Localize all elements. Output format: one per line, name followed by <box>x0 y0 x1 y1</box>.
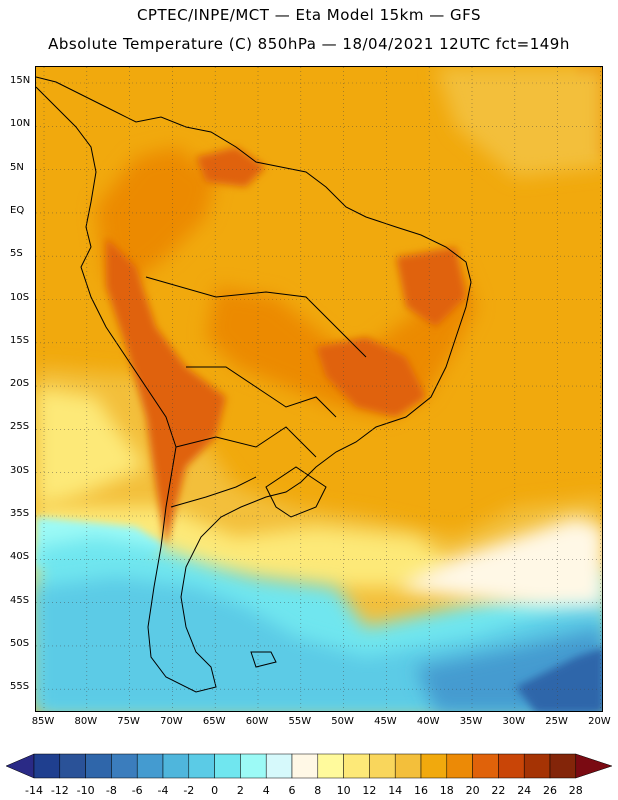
field-orange-nw <box>96 147 216 287</box>
colorbar-swatch <box>549 753 577 779</box>
colorbar-tick-label: 28 <box>568 784 583 797</box>
colorbar-swatch <box>498 753 525 779</box>
colorbar-tick-label: 8 <box>314 784 322 797</box>
lon-label: 85W <box>31 716 55 727</box>
colorbar-tick-label: 20 <box>465 784 480 797</box>
lon-label: 35W <box>459 716 483 727</box>
colorbar-tick-label: -12 <box>50 784 69 797</box>
colorbar-tick-label: 12 <box>362 784 377 797</box>
colorbar-swatch <box>59 753 86 779</box>
colorbar-tick-label: 4 <box>262 784 270 797</box>
colorbar-swatch <box>162 753 190 779</box>
border-north <box>145 276 367 358</box>
field-andes-dark <box>106 237 226 547</box>
lat-label: 50S <box>10 637 30 649</box>
field-southeast-hot <box>316 337 426 417</box>
colorbar-tick-label: 0 <box>211 784 219 797</box>
lat-label: 10S <box>10 291 30 303</box>
colorbar-tick-label: 22 <box>491 784 506 797</box>
colorbar-tick-label: -14 <box>25 784 43 797</box>
colorbar-swatch <box>523 753 551 779</box>
colorbar-tick-label: -10 <box>76 784 95 797</box>
map-title-line1: CPTEC/INPE/MCT — Eta Model 15km — GFS <box>136 6 482 24</box>
lat-label: 10N <box>10 118 31 130</box>
lon-label: 60W <box>245 716 269 727</box>
colorbar-swatch <box>188 753 215 779</box>
colorbar-swatch <box>369 753 396 779</box>
lat-label: 55S <box>10 681 30 693</box>
colorbar-swatch <box>291 753 319 779</box>
lon-label: 25W <box>545 716 568 727</box>
colorbar-swatch <box>111 753 138 779</box>
colorbar-swatch <box>265 753 293 779</box>
colorbar-tick-label: 24 <box>517 784 532 797</box>
south-america-coastline <box>36 76 472 693</box>
temperature-map <box>35 66 603 712</box>
colorbar-tick-label: 6 <box>288 784 296 797</box>
field-northeast-hot <box>396 247 466 327</box>
border-chile-argentina <box>170 476 257 508</box>
lon-label: 45W <box>374 716 397 727</box>
lon-label: 75W <box>117 716 140 727</box>
colorbar-tick-label: -4 <box>157 784 169 797</box>
lon-label: 80W <box>74 716 98 727</box>
lat-label: 25S <box>10 421 30 433</box>
lat-label: 40S <box>10 551 30 563</box>
colorbar-swatch <box>446 753 473 779</box>
border-south <box>175 426 317 458</box>
lat-label: 15N <box>10 75 31 86</box>
colorbar-tick-label: 14 <box>388 784 403 797</box>
colorbar-tick-label: 2 <box>236 784 244 797</box>
colorbar-swatch <box>394 753 422 779</box>
lat-label: 20S <box>10 378 30 390</box>
lon-label: 70W <box>160 716 183 727</box>
colorbar-tick-label: -6 <box>131 784 143 797</box>
field-atlantic-north <box>436 67 602 177</box>
colorbar-swatch <box>240 753 267 779</box>
colorbar-swatch <box>136 753 164 779</box>
lat-label: 30S <box>10 464 30 476</box>
lon-label: 65W <box>202 716 226 727</box>
colorbar-swatch <box>85 753 112 779</box>
colorbar-tick-label: 10 <box>336 784 351 797</box>
lat-label: 5N <box>10 161 24 173</box>
colorbar-tick-label: 18 <box>439 784 454 797</box>
lon-label: 40W <box>416 716 440 727</box>
colorbar-tick-label: -2 <box>183 784 195 797</box>
field-white-patch <box>396 517 602 607</box>
colorbar-swatch <box>472 753 499 779</box>
lat-label: 15S <box>10 334 30 346</box>
lon-label: 20W <box>588 716 611 727</box>
uruguay-outline <box>265 466 327 518</box>
colorbar-tick-label: -8 <box>105 784 117 797</box>
map-title-line2: Absolute Temperature (C) 850hPa — 18/04/… <box>48 35 570 53</box>
lon-label: 50W <box>331 716 354 727</box>
colorbar-swatch <box>420 753 448 779</box>
coastlines <box>36 76 472 693</box>
lat-label: 35S <box>10 508 30 519</box>
lat-label: 45S <box>10 594 30 606</box>
colorbar-arrow-left <box>5 753 35 779</box>
colorbar-arrow-right <box>575 753 613 779</box>
map-canvas <box>36 67 602 711</box>
lat-label: 5S <box>10 248 23 260</box>
temperature-field <box>36 67 602 711</box>
colorbar-tick-label: 16 <box>414 784 428 797</box>
lon-label: 30W <box>502 716 526 727</box>
colorbar <box>5 753 613 779</box>
colorbar-swatch <box>214 753 241 779</box>
colorbar-swatch <box>33 753 61 779</box>
lat-label: EQ <box>10 204 25 216</box>
field-deep-blue <box>516 647 602 711</box>
field-pale-west <box>36 387 146 507</box>
falklands-outline <box>250 651 277 668</box>
colorbar-swatch <box>343 753 370 779</box>
lon-label: 55W <box>288 716 312 727</box>
colorbar-tick-label: 26 <box>543 784 557 797</box>
border-central <box>186 366 337 418</box>
colorbar-swatch <box>317 753 344 779</box>
coordinate-grid <box>36 67 602 711</box>
